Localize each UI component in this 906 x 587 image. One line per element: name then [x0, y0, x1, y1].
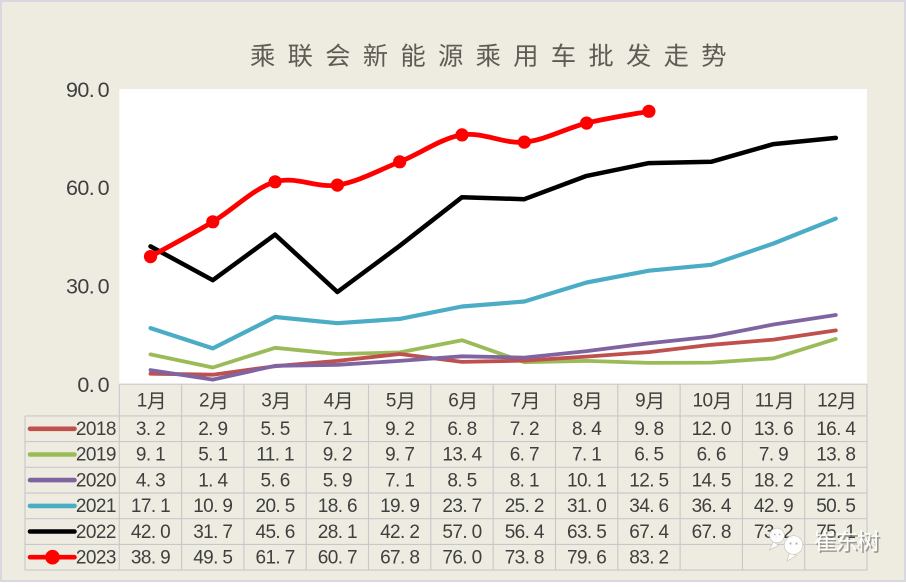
svg-text:9.2: 9. 2 — [385, 419, 414, 440]
svg-text:7.1: 7. 1 — [323, 419, 352, 440]
svg-text:10.1: 10. 1 — [567, 470, 606, 491]
svg-text:38.9: 38. 9 — [131, 548, 170, 569]
svg-text:9.7: 9. 7 — [385, 445, 414, 466]
svg-text:6.5: 6. 5 — [634, 445, 663, 466]
svg-text:8.1: 8. 1 — [510, 470, 539, 491]
svg-text:11: 11 — [755, 390, 774, 411]
svg-text:61.7: 61. 7 — [256, 548, 295, 569]
svg-text:50.5: 50. 5 — [816, 496, 855, 517]
svg-text:6.7: 6. 7 — [510, 445, 539, 466]
svg-text:2018: 2018 — [76, 419, 116, 440]
svg-text:1: 1 — [137, 390, 147, 411]
svg-text:30.0: 30. 0 — [66, 275, 110, 299]
svg-text:2.9: 2. 9 — [198, 419, 227, 440]
svg-text:2019: 2019 — [76, 445, 116, 466]
svg-text:67.4: 67. 4 — [629, 522, 669, 543]
svg-text:5.6: 5. 6 — [260, 470, 289, 491]
svg-text:79.6: 79. 6 — [567, 548, 606, 569]
svg-text:49.5: 49. 5 — [193, 548, 232, 569]
svg-text:20.5: 20. 5 — [256, 496, 295, 517]
svg-text:2: 2 — [199, 390, 209, 411]
svg-text:36.4: 36. 4 — [692, 496, 732, 517]
svg-text:16.4: 16. 4 — [816, 419, 856, 440]
svg-text:0.0: 0. 0 — [77, 373, 109, 397]
svg-text:9.2: 9. 2 — [323, 445, 352, 466]
svg-text:42.2: 42. 2 — [380, 522, 419, 543]
svg-text:60.7: 60. 7 — [318, 548, 357, 569]
svg-text:18.2: 18. 2 — [754, 470, 793, 491]
svg-text:28.1: 28. 1 — [318, 522, 357, 543]
svg-text:2023: 2023 — [76, 548, 116, 569]
svg-text:23.7: 23. 7 — [442, 496, 481, 517]
svg-text:7.2: 7. 2 — [510, 419, 539, 440]
svg-text:17.1: 17. 1 — [131, 496, 170, 517]
svg-text:11.1: 11. 1 — [256, 445, 294, 466]
svg-text:4.3: 4. 3 — [136, 470, 165, 491]
svg-text:12.0: 12. 0 — [692, 419, 731, 440]
svg-text:34.6: 34. 6 — [629, 496, 668, 517]
svg-text:63.5: 63. 5 — [567, 522, 606, 543]
svg-text:67.8: 67. 8 — [692, 522, 731, 543]
svg-text:31.0: 31. 0 — [567, 496, 606, 517]
svg-text:6: 6 — [448, 390, 458, 411]
svg-text:3: 3 — [261, 390, 271, 411]
svg-text:25.2: 25. 2 — [505, 496, 544, 517]
svg-text:45.6: 45. 6 — [256, 522, 295, 543]
svg-text:9.1: 9. 1 — [136, 445, 165, 466]
svg-text:42.9: 42. 9 — [754, 496, 793, 517]
svg-text:9: 9 — [635, 390, 645, 411]
svg-text:7.1: 7. 1 — [385, 470, 414, 491]
svg-text:13.6: 13. 6 — [754, 419, 793, 440]
svg-text:21.1: 21. 1 — [816, 470, 855, 491]
svg-text:8.5: 8. 5 — [447, 470, 476, 491]
svg-text:5.5: 5. 5 — [260, 419, 289, 440]
svg-text:6.6: 6. 6 — [697, 445, 726, 466]
svg-text:10: 10 — [693, 390, 713, 411]
svg-text:5: 5 — [386, 390, 396, 411]
svg-text:2021: 2021 — [76, 496, 116, 517]
svg-text:12.5: 12. 5 — [629, 470, 668, 491]
svg-text:5.1: 5. 1 — [198, 445, 227, 466]
svg-text:42.0: 42. 0 — [131, 522, 170, 543]
svg-text:13.4: 13. 4 — [442, 445, 482, 466]
svg-text:90.0: 90. 0 — [66, 78, 110, 102]
svg-text:7.9: 7. 9 — [759, 445, 788, 466]
svg-text:60.0: 60. 0 — [66, 176, 110, 200]
svg-text:14.5: 14. 5 — [692, 470, 731, 491]
svg-text:76.0: 76. 0 — [442, 548, 481, 569]
svg-text:3.2: 3. 2 — [136, 419, 165, 440]
svg-text:73.8: 73. 8 — [505, 548, 544, 569]
svg-text:7.1: 7. 1 — [572, 445, 601, 466]
svg-text:12: 12 — [817, 390, 837, 411]
svg-text:13.8: 13. 8 — [816, 445, 855, 466]
svg-text:2020: 2020 — [76, 470, 116, 491]
svg-text:56.4: 56. 4 — [505, 522, 545, 543]
svg-text:4: 4 — [324, 390, 335, 411]
svg-text:6.8: 6. 8 — [447, 419, 476, 440]
svg-text:67.8: 67. 8 — [380, 548, 419, 569]
svg-text:19.9: 19. 9 — [380, 496, 419, 517]
svg-text:5.9: 5. 9 — [323, 470, 352, 491]
svg-text:57.0: 57. 0 — [442, 522, 481, 543]
svg-text:9.8: 9. 8 — [634, 419, 663, 440]
svg-text:83.2: 83. 2 — [629, 548, 668, 569]
svg-text:7: 7 — [511, 390, 521, 411]
svg-text:31.7: 31. 7 — [193, 522, 232, 543]
svg-text:2022: 2022 — [76, 522, 116, 543]
svg-text:18.6: 18. 6 — [318, 496, 357, 517]
svg-text:8: 8 — [573, 390, 583, 411]
svg-text:10.9: 10. 9 — [193, 496, 232, 517]
